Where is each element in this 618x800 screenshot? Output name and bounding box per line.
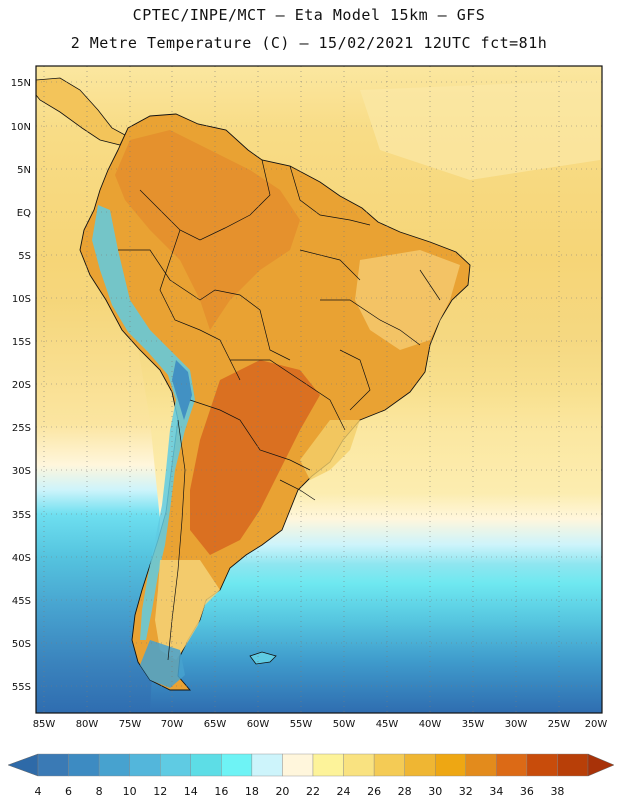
colorbar-swatch — [98, 753, 130, 777]
colorbar-swatch — [404, 753, 436, 777]
lat-label: 10N — [11, 122, 31, 133]
colorbar-label: 6 — [65, 785, 72, 798]
lon-label: 25W — [548, 719, 571, 730]
latitude-labels: 15N 10N 5N EQ 5S 10S 15S 20S 25S 30S 35S… — [11, 78, 31, 693]
lon-label: 20W — [585, 719, 608, 730]
lat-label: 50S — [12, 639, 31, 650]
country-boundaries — [118, 159, 441, 661]
lon-label: 75W — [119, 719, 142, 730]
map-frame — [35, 65, 603, 714]
lon-label: 65W — [204, 719, 227, 730]
colorbar-swatch — [343, 753, 375, 777]
colorbar-label: 34 — [489, 785, 503, 798]
colorbar-label: 12 — [153, 785, 167, 798]
map-title-line-2: 2 Metre Temperature (C) – 15/02/2021 12U… — [70, 34, 548, 52]
lon-label: 55W — [290, 719, 313, 730]
colorbar-swatch — [373, 753, 405, 777]
lat-label: 55S — [12, 682, 31, 693]
lat-label: 5S — [18, 251, 31, 262]
colorbar-label: 4 — [35, 785, 42, 798]
colorbar-label: 10 — [123, 785, 137, 798]
altiplano-cold-core — [172, 360, 192, 420]
andes-cold-strip — [92, 205, 195, 640]
lat-label: 40S — [12, 553, 31, 564]
falkland-islands — [249, 651, 277, 665]
lon-label: 80W — [76, 719, 99, 730]
lon-label: 50W — [333, 719, 356, 730]
northeast-brazil-mild-region — [355, 250, 460, 350]
lon-label: 85W — [33, 719, 56, 730]
tierra-del-fuego-cold-region — [140, 640, 185, 688]
patagonia-mild-region — [155, 560, 220, 660]
lon-label: 30W — [505, 719, 528, 730]
colorbar-label: 28 — [398, 785, 412, 798]
lat-label: EQ — [17, 208, 31, 219]
map-title-line-1: CPTEC/INPE/MCT – Eta Model 15km – GFS — [132, 6, 486, 24]
lon-label: 60W — [247, 719, 270, 730]
amazon-hot-region — [115, 130, 300, 330]
lat-label: 10S — [12, 294, 31, 305]
colorbar-label: 38 — [550, 785, 564, 798]
colorbar-swatch — [465, 753, 497, 777]
colorbar-label: 30 — [428, 785, 442, 798]
colorbar-swatch — [435, 753, 466, 777]
colorbar-label: 26 — [367, 785, 381, 798]
colorbar-label: 18 — [245, 785, 259, 798]
lat-label: 15S — [12, 337, 31, 348]
colorbar-swatch — [68, 753, 100, 777]
south-brazil-mild-region — [300, 420, 360, 480]
lat-label: 45S — [12, 596, 31, 607]
colorbar-swatch — [190, 753, 222, 777]
colorbar-swatch — [526, 753, 558, 777]
lat-label: 5N — [17, 165, 31, 176]
colorbar-label: 32 — [459, 785, 473, 798]
colorbar-label: 14 — [184, 785, 198, 798]
colorbar-swatch — [496, 753, 528, 777]
colorbar-label: 24 — [337, 785, 351, 798]
lon-label: 40W — [419, 719, 442, 730]
chaco-pampas-hot-region — [190, 360, 320, 555]
colorbar-low-arrow — [7, 753, 39, 777]
pacific-ocean-field — [36, 300, 160, 713]
north-atlantic-warm-patch — [360, 80, 600, 180]
lon-label: 70W — [161, 719, 184, 730]
colorbar-swatch — [37, 753, 69, 777]
lat-label: 20S — [12, 380, 31, 391]
longitude-labels: 85W 80W 75W 70W 65W 60W 55W 50W 45W 40W … — [33, 719, 608, 730]
temperature-colorbar: 4 6 8 10 12 14 16 18 20 22 24 26 28 30 32 34 36 38 — [7, 753, 615, 798]
colorbar-swatch — [160, 753, 191, 777]
colorbar-label: 20 — [275, 785, 289, 798]
colorbar-label: 16 — [214, 785, 228, 798]
lon-label: 35W — [462, 719, 485, 730]
lat-label: 35S — [12, 510, 31, 521]
colorbar-label: 8 — [96, 785, 103, 798]
colorbar-swatch — [557, 753, 589, 777]
colorbar-label: 36 — [520, 785, 534, 798]
lat-label: 30S — [12, 466, 31, 477]
colorbar-label: 22 — [306, 785, 320, 798]
lon-label: 45W — [376, 719, 399, 730]
colorbar-high-arrow — [587, 753, 615, 777]
colorbar-swatch — [312, 753, 344, 777]
colorbar-swatch — [251, 753, 283, 777]
colorbar-swatch — [282, 753, 314, 777]
colorbar-swatch — [129, 753, 161, 777]
colorbar-swatch — [221, 753, 253, 777]
lat-label: 25S — [12, 423, 31, 434]
lat-label: 15N — [11, 78, 31, 89]
